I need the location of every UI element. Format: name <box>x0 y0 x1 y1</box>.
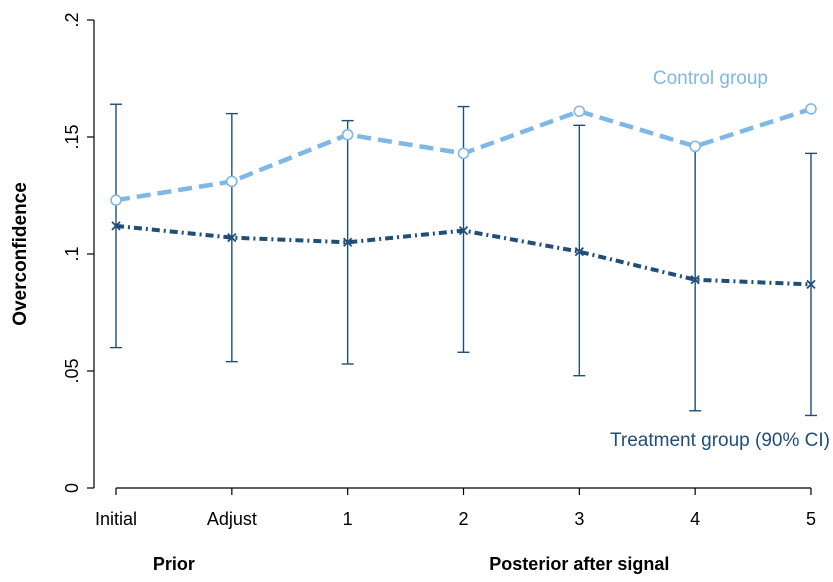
treatment-point <box>227 232 237 243</box>
x-tick-label: 2 <box>458 509 468 529</box>
control-group-label: Control group <box>653 68 768 89</box>
control-point <box>341 128 354 141</box>
control-point <box>573 105 586 118</box>
control-point <box>805 103 817 115</box>
x-tick-label: 1 <box>343 509 353 529</box>
treatment-point <box>458 225 469 236</box>
y-axis: 0 .05 .1 .15 .2 <box>62 12 95 493</box>
treatment-point <box>806 279 816 290</box>
treatment-point <box>111 221 121 231</box>
y-axis-title: Overconfidence <box>10 182 31 326</box>
x-group-label: Posterior after signal <box>489 554 669 574</box>
series-labels: Control group Treatment group (90% CI) <box>610 68 830 451</box>
treatment-point <box>690 275 700 285</box>
control-point <box>457 147 470 160</box>
treatment-point <box>343 237 353 247</box>
x-tick-label: 5 <box>806 509 816 529</box>
x-tick-label: Initial <box>95 509 137 529</box>
treatment-point <box>574 247 584 257</box>
control-point <box>226 175 238 188</box>
x-tick-label: 3 <box>574 509 584 529</box>
y-tick-label: .2 <box>62 12 82 27</box>
control-point <box>689 140 701 153</box>
treatment-group-label: Treatment group (90% CI) <box>610 430 830 451</box>
x-group-label: Prior <box>153 554 195 574</box>
y-tick-label: .05 <box>62 358 82 383</box>
series-markers <box>110 103 817 290</box>
x-tick-label: Adjust <box>207 509 257 529</box>
y-tick-label: 0 <box>62 483 82 493</box>
x-tick-label: 4 <box>690 509 700 529</box>
y-tick-label: .1 <box>62 246 82 261</box>
y-tick-label: .15 <box>62 124 82 149</box>
x-axis: Initial Adjust 1 2 3 4 5 Prior Posterior after s… <box>95 487 816 574</box>
control-point <box>110 194 122 206</box>
